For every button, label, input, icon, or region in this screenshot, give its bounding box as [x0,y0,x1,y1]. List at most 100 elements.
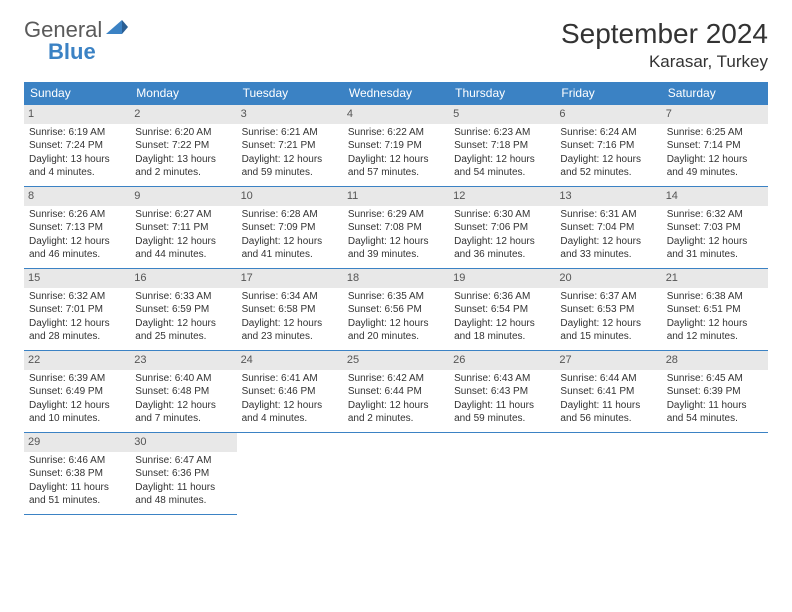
day-number: 12 [449,187,555,206]
calendar-day-cell: 21Sunrise: 6:38 AMSunset: 6:51 PMDayligh… [662,269,768,351]
day-number: 11 [343,187,449,206]
sunset-line: Sunset: 6:48 PM [135,385,231,399]
weekday-header-row: Sunday Monday Tuesday Wednesday Thursday… [24,82,768,105]
calendar-empty-cell [662,433,768,515]
month-title: September 2024 [561,18,768,50]
day-number: 21 [662,269,768,288]
daylight-line: Daylight: 12 hours and 31 minutes. [667,235,763,262]
day-number: 26 [449,351,555,370]
day-number: 16 [130,269,236,288]
sunrise-line: Sunrise: 6:43 AM [454,372,550,386]
sunset-line: Sunset: 6:56 PM [348,303,444,317]
sunrise-line: Sunrise: 6:37 AM [560,290,656,304]
logo-triangle-icon [106,20,128,38]
sunset-line: Sunset: 7:03 PM [667,221,763,235]
day-number: 24 [237,351,343,370]
daylight-line: Daylight: 12 hours and 20 minutes. [348,317,444,344]
day-number: 13 [555,187,661,206]
day-number: 10 [237,187,343,206]
sunset-line: Sunset: 7:16 PM [560,139,656,153]
sunset-line: Sunset: 7:06 PM [454,221,550,235]
sunset-line: Sunset: 6:43 PM [454,385,550,399]
calendar-day-cell: 17Sunrise: 6:34 AMSunset: 6:58 PMDayligh… [237,269,343,351]
daylight-line: Daylight: 12 hours and 44 minutes. [135,235,231,262]
sunrise-line: Sunrise: 6:47 AM [135,454,231,468]
sunrise-line: Sunrise: 6:39 AM [29,372,125,386]
header: General Blue September 2024 Karasar, Tur… [24,18,768,72]
sunrise-line: Sunrise: 6:20 AM [135,126,231,140]
daylight-line: Daylight: 12 hours and 10 minutes. [29,399,125,426]
day-number: 3 [237,105,343,124]
calendar-week-row: 15Sunrise: 6:32 AMSunset: 7:01 PMDayligh… [24,269,768,351]
day-number: 18 [343,269,449,288]
sunrise-line: Sunrise: 6:30 AM [454,208,550,222]
day-number: 29 [24,433,130,452]
sunset-line: Sunset: 6:44 PM [348,385,444,399]
daylight-line: Daylight: 12 hours and 7 minutes. [135,399,231,426]
daylight-line: Daylight: 12 hours and 59 minutes. [242,153,338,180]
sunset-line: Sunset: 7:22 PM [135,139,231,153]
sunrise-line: Sunrise: 6:45 AM [667,372,763,386]
sunset-line: Sunset: 7:24 PM [29,139,125,153]
calendar-day-cell: 22Sunrise: 6:39 AMSunset: 6:49 PMDayligh… [24,351,130,433]
calendar-day-cell: 3Sunrise: 6:21 AMSunset: 7:21 PMDaylight… [237,105,343,187]
sunset-line: Sunset: 6:46 PM [242,385,338,399]
daylight-line: Daylight: 12 hours and 18 minutes. [454,317,550,344]
calendar-day-cell: 5Sunrise: 6:23 AMSunset: 7:18 PMDaylight… [449,105,555,187]
weekday-sunday: Sunday [24,82,130,105]
day-number: 7 [662,105,768,124]
title-block: September 2024 Karasar, Turkey [561,18,768,72]
sunset-line: Sunset: 7:09 PM [242,221,338,235]
weekday-monday: Monday [130,82,236,105]
calendar-day-cell: 18Sunrise: 6:35 AMSunset: 6:56 PMDayligh… [343,269,449,351]
daylight-line: Daylight: 12 hours and 2 minutes. [348,399,444,426]
calendar-body: 1Sunrise: 6:19 AMSunset: 7:24 PMDaylight… [24,105,768,515]
daylight-line: Daylight: 12 hours and 39 minutes. [348,235,444,262]
day-number: 27 [555,351,661,370]
calendar-week-row: 1Sunrise: 6:19 AMSunset: 7:24 PMDaylight… [24,105,768,187]
day-number: 6 [555,105,661,124]
calendar-week-row: 8Sunrise: 6:26 AMSunset: 7:13 PMDaylight… [24,187,768,269]
sunrise-line: Sunrise: 6:21 AM [242,126,338,140]
daylight-line: Daylight: 12 hours and 15 minutes. [560,317,656,344]
calendar-day-cell: 24Sunrise: 6:41 AMSunset: 6:46 PMDayligh… [237,351,343,433]
daylight-line: Daylight: 11 hours and 59 minutes. [454,399,550,426]
calendar-day-cell: 6Sunrise: 6:24 AMSunset: 7:16 PMDaylight… [555,105,661,187]
weekday-tuesday: Tuesday [237,82,343,105]
daylight-line: Daylight: 11 hours and 54 minutes. [667,399,763,426]
calendar-day-cell: 20Sunrise: 6:37 AMSunset: 6:53 PMDayligh… [555,269,661,351]
day-number: 15 [24,269,130,288]
calendar-day-cell: 9Sunrise: 6:27 AMSunset: 7:11 PMDaylight… [130,187,236,269]
day-number: 23 [130,351,236,370]
sunset-line: Sunset: 6:53 PM [560,303,656,317]
sunrise-line: Sunrise: 6:42 AM [348,372,444,386]
sunrise-line: Sunrise: 6:26 AM [29,208,125,222]
sunrise-line: Sunrise: 6:38 AM [667,290,763,304]
weekday-wednesday: Wednesday [343,82,449,105]
daylight-line: Daylight: 12 hours and 49 minutes. [667,153,763,180]
sunset-line: Sunset: 7:14 PM [667,139,763,153]
weekday-thursday: Thursday [449,82,555,105]
sunrise-line: Sunrise: 6:33 AM [135,290,231,304]
calendar-day-cell: 2Sunrise: 6:20 AMSunset: 7:22 PMDaylight… [130,105,236,187]
calendar-day-cell: 12Sunrise: 6:30 AMSunset: 7:06 PMDayligh… [449,187,555,269]
daylight-line: Daylight: 12 hours and 54 minutes. [454,153,550,180]
calendar-day-cell: 7Sunrise: 6:25 AMSunset: 7:14 PMDaylight… [662,105,768,187]
sunrise-line: Sunrise: 6:44 AM [560,372,656,386]
sunset-line: Sunset: 6:54 PM [454,303,550,317]
calendar-day-cell: 25Sunrise: 6:42 AMSunset: 6:44 PMDayligh… [343,351,449,433]
calendar-day-cell: 4Sunrise: 6:22 AMSunset: 7:19 PMDaylight… [343,105,449,187]
calendar-week-row: 29Sunrise: 6:46 AMSunset: 6:38 PMDayligh… [24,433,768,515]
sunrise-line: Sunrise: 6:32 AM [29,290,125,304]
day-number: 8 [24,187,130,206]
sunset-line: Sunset: 7:04 PM [560,221,656,235]
sunset-line: Sunset: 7:18 PM [454,139,550,153]
sunrise-line: Sunrise: 6:24 AM [560,126,656,140]
day-number: 28 [662,351,768,370]
sunset-line: Sunset: 7:19 PM [348,139,444,153]
calendar-day-cell: 28Sunrise: 6:45 AMSunset: 6:39 PMDayligh… [662,351,768,433]
sunrise-line: Sunrise: 6:22 AM [348,126,444,140]
daylight-line: Daylight: 11 hours and 51 minutes. [29,481,125,508]
sunset-line: Sunset: 6:58 PM [242,303,338,317]
calendar-day-cell: 10Sunrise: 6:28 AMSunset: 7:09 PMDayligh… [237,187,343,269]
